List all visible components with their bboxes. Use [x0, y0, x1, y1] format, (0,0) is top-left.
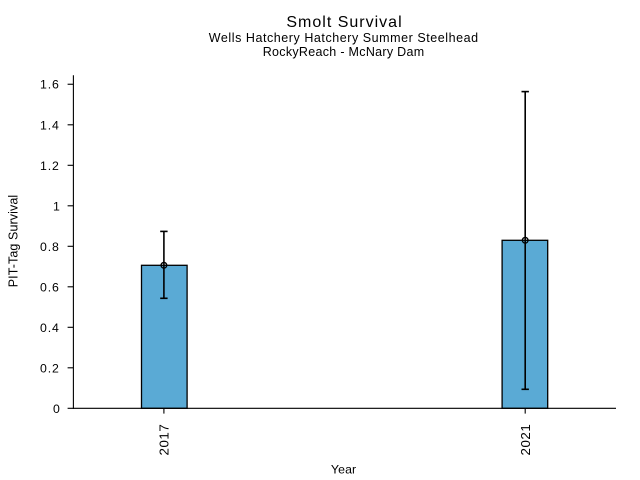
- svg-text:1.6: 1.6: [40, 78, 60, 92]
- svg-text:PIT-Tag Survival: PIT-Tag Survival: [7, 195, 21, 288]
- svg-text:Smolt Survival: Smolt Survival: [286, 14, 402, 31]
- svg-text:1.2: 1.2: [40, 159, 60, 173]
- svg-text:1: 1: [53, 199, 60, 213]
- svg-text:1.4: 1.4: [40, 118, 60, 132]
- svg-text:2021: 2021: [518, 424, 533, 456]
- svg-text:0.8: 0.8: [40, 240, 60, 254]
- svg-text:0: 0: [53, 402, 60, 416]
- svg-text:Year: Year: [331, 463, 356, 477]
- svg-text:2017: 2017: [157, 424, 172, 456]
- svg-text:Wells Hatchery Hatchery Summer: Wells Hatchery Hatchery Summer Steelhead: [209, 31, 479, 45]
- svg-text:0.4: 0.4: [40, 321, 60, 335]
- svg-text:0.2: 0.2: [40, 361, 60, 375]
- svg-text:0.6: 0.6: [40, 280, 60, 294]
- svg-text:RockyReach - McNary Dam: RockyReach - McNary Dam: [263, 45, 425, 59]
